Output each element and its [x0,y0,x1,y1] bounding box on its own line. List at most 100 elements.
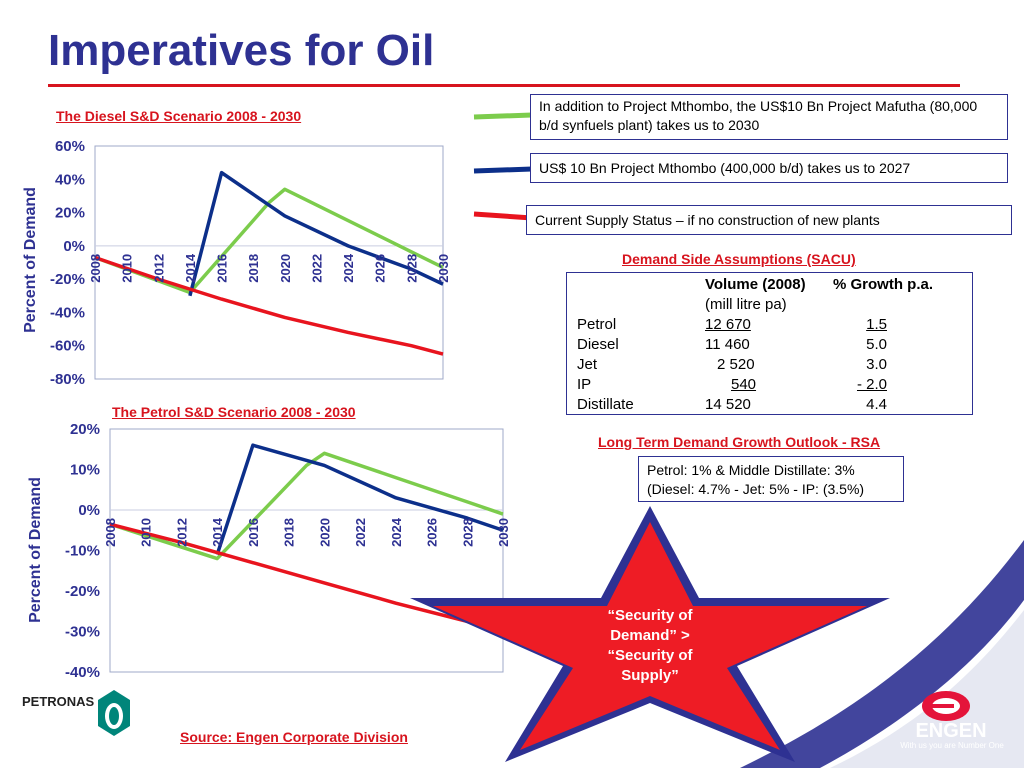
diesel-series-blue [188,170,444,297]
volume-unit: (mill litre pa) [705,296,787,313]
diesel-y-tick: -40% [50,304,85,321]
page-title: Imperatives for Oil [48,26,435,75]
legend-green-box: In addition to Project Mthombo, the US$1… [530,94,1008,140]
title-divider [48,84,960,87]
diesel-x-tick: 2018 [246,254,261,283]
petrol-y-tick: -20% [65,583,100,600]
petrol-x-tick: 2020 [317,518,332,547]
long-term-heading: Long Term Demand Growth Outlook - RSA [598,434,881,450]
petrol-chart-title: The Petrol S&D Scenario 2008 - 2030 [112,404,356,420]
growth-header: % Growth p.a. [833,276,934,293]
product-volume: 11 460 [705,336,750,353]
diesel-y-tick: 0% [63,238,85,255]
star-text-1: “Security of [607,607,693,624]
source-note: Source: Engen Corporate Division [180,729,408,745]
long-term-line-2: (Diesel: 4.7% - Jet: 5% - IP: (3.5%) [647,481,865,497]
petrol-x-tick: 2026 [425,518,440,547]
product-name: Diesel [577,336,619,353]
petronas-logo-icon [98,690,130,736]
diesel-plot-area [94,145,444,380]
petrol-x-tick: 2014 [210,517,225,547]
petrol-x-tick: 2010 [139,518,154,547]
diesel-y-label: Percent of Demand [22,187,39,333]
diesel-chart: Percent of Demand 60% 40% 20% 0% -20% -40% -60… [22,138,451,388]
product-volume: 2 520 [717,356,755,373]
product-volume: 14 520 [705,396,751,413]
table-row: Diesel 11 460 5.0 [573,335,957,355]
diesel-x-tick: 2030 [436,254,451,283]
diesel-x-tick: 2014 [183,253,198,283]
petrol-x-tick: 2028 [460,518,475,547]
petrol-y-label: Percent of Demand [27,477,44,623]
petrol-x-tick: 2022 [353,518,368,547]
diesel-x-tick: 2016 [215,254,230,283]
petrol-x-tick: 2008 [103,518,118,547]
demand-side-heading: Demand Side Assumptions (SACU) [622,251,856,267]
product-growth: 1.5 [866,316,887,333]
product-name: IP [577,376,592,393]
petrol-x-tick: 2012 [174,518,189,547]
star-text-4: Supply” [621,667,679,684]
petrol-y-tick: 10% [70,462,100,479]
legend-swatch-green [473,112,533,120]
star-fill [433,522,867,750]
legend-blue-text: US$ 10 Bn Project Mthombo (400,000 b/d) … [539,160,911,176]
product-growth: 3.0 [866,356,887,373]
petrol-series-blue [215,443,504,556]
table-subheader-row: (mill litre pa) [573,295,957,315]
diesel-y-tick: -60% [50,338,85,355]
engen-wordmark: ENGEN [915,720,987,742]
petrol-x-tick: 2024 [389,517,404,547]
petrol-y-tick: 0% [78,502,100,519]
table-row: IP 540 - 2.0 [573,375,957,395]
diesel-chart-title: The Diesel S&D Scenario 2008 - 2030 [56,108,302,124]
legend-red-box: Current Supply Status – if no constructi… [526,205,1012,235]
petrol-x-tick: 2018 [282,518,297,547]
legend-swatches [473,112,533,221]
petrol-y-tick: 20% [70,421,100,438]
table-row: Petrol 12 670 1.5 [573,315,957,335]
diesel-x-tick: 2020 [278,254,293,283]
demand-side-table: Volume (2008) % Growth p.a. (mill litre … [573,275,957,415]
diesel-x-tick: 2028 [404,254,419,283]
table-row: Distillate 14 520 4.4 [573,395,957,415]
diesel-y-tick: 20% [55,205,85,222]
petronas-wordmark: PETRONAS [22,694,95,709]
security-star: “Security of Demand” > “Security of Supp… [410,506,890,762]
product-volume: 540 [731,376,757,393]
diesel-y-tick: -80% [50,371,85,388]
petrol-y-tick: -30% [65,624,100,641]
legend-green-text: In addition to Project Mthombo, the US$1… [539,98,978,133]
diesel-y-tick: 60% [55,138,85,155]
legend-red-text: Current Supply Status – if no constructi… [535,212,880,228]
star-text-3: “Security of [607,647,693,664]
legend-blue-box: US$ 10 Bn Project Mthombo (400,000 b/d) … [530,153,1008,183]
product-growth: - 2.0 [856,376,887,393]
diesel-x-tick: 2008 [88,254,103,283]
star-text-2: Demand” > [610,627,690,644]
long-term-box: Petrol: 1% & Middle Distillate: 3% (Dies… [638,456,904,502]
petrol-series-green [109,451,504,561]
petrol-y-tick: -10% [65,543,100,560]
demand-side-table-box: Volume (2008) % Growth p.a. (mill litre … [566,272,973,415]
long-term-line-1: Petrol: 1% & Middle Distillate: 3% [647,462,855,478]
diesel-series-red [94,255,444,356]
decorative-swoosh [740,540,1024,768]
diesel-x-tick: 2012 [151,254,166,283]
diesel-x-tick: 2026 [373,254,388,283]
product-growth: 5.0 [866,336,887,353]
diesel-x-tick: 2010 [120,254,135,283]
legend-swatch-blue [473,166,533,174]
table-row: Jet 2 520 3.0 [573,355,957,375]
volume-header: Volume (2008) [705,276,806,293]
product-growth: 4.4 [866,396,887,413]
product-name: Distillate [577,396,634,413]
petrol-x-tick: 2030 [496,518,511,547]
diesel-y-tick: -20% [50,271,85,288]
product-name: Jet [577,356,598,373]
legend-swatch-red [473,211,533,221]
engen-logo-icon [922,691,970,721]
product-name: Petrol [577,316,617,333]
petrol-y-tick: -40% [65,664,100,681]
petrol-x-tick: 2016 [246,518,261,547]
